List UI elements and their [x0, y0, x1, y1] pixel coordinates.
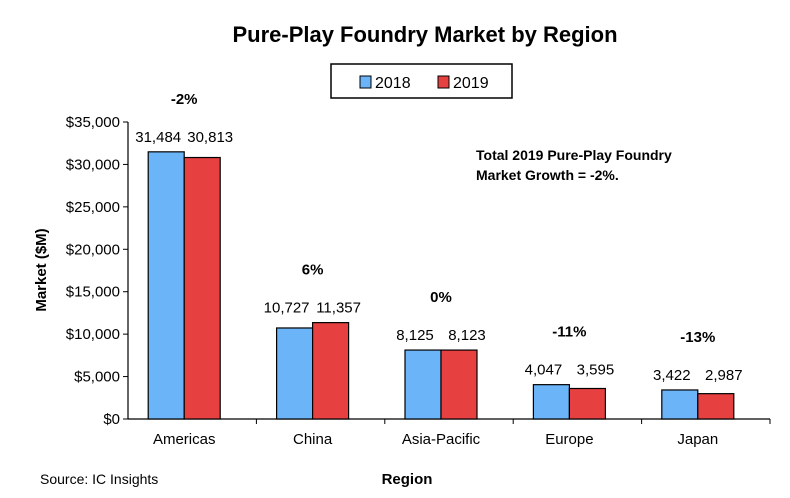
bar-2018-japan: [661, 389, 699, 420]
x-tick-label: China: [293, 431, 333, 448]
bar-2019-china: [312, 322, 350, 420]
y-tick-label: $15,000: [66, 284, 120, 301]
bar-2019-europe: [568, 387, 607, 420]
y-tick-label: $25,000: [66, 199, 120, 216]
data-label: 10,727: [264, 300, 310, 317]
bar-2018-china: [276, 327, 314, 420]
data-label: 8,123: [448, 327, 486, 344]
y-tick-label: $0: [103, 411, 120, 428]
bar-2019-japan: [697, 393, 735, 420]
bar-2018-asia-pacific: [404, 349, 442, 420]
annotation-line-2: Market Growth = -2%.: [476, 167, 619, 183]
chart-title: Pure-Play Foundry Market by Region: [232, 22, 617, 47]
x-axis-label: Region: [382, 471, 433, 488]
annotation-line-1: Total 2019 Pure-Play Foundry: [476, 147, 672, 163]
growth-label: 0%: [430, 289, 452, 306]
y-tick-label: $5,000: [74, 369, 120, 386]
legend-swatch-2018: [359, 75, 372, 89]
bar-2018-americas: [147, 151, 185, 420]
data-label: 3,422: [653, 367, 691, 384]
y-axis-label: Market ($M): [33, 228, 50, 311]
legend-label-2018: 2018: [375, 75, 411, 92]
x-tick-label: Japan: [677, 431, 718, 448]
data-label: 4,047: [525, 362, 563, 379]
legend-swatch-2019: [437, 75, 450, 89]
y-tick-label: $35,000: [66, 114, 120, 131]
data-label: 2,987: [705, 367, 743, 384]
data-label: 30,813: [187, 129, 233, 146]
y-tick-label: $30,000: [66, 156, 120, 173]
growth-label: -2%: [171, 91, 198, 108]
legend: 2018 2019: [330, 63, 513, 99]
data-label: 3,595: [577, 362, 615, 379]
growth-label: 6%: [302, 262, 324, 279]
bar-2019-asia-pacific: [440, 349, 478, 420]
legend-label-2019: 2019: [453, 75, 489, 92]
x-tick-label: Asia-Pacific: [402, 431, 481, 448]
y-tick-label: $20,000: [66, 241, 120, 258]
data-label: 8,125: [396, 327, 434, 344]
bar-2018-europe: [532, 384, 571, 420]
growth-label: -13%: [680, 329, 715, 346]
x-tick-label: Americas: [153, 431, 216, 448]
data-label: 31,484: [135, 129, 181, 146]
source-note: Source: IC Insights: [40, 471, 158, 487]
growth-label: -11%: [552, 324, 586, 341]
data-label: 11,357: [316, 300, 361, 317]
y-tick-label: $10,000: [66, 326, 120, 343]
x-tick-label: Europe: [545, 431, 593, 448]
bar-2019-americas: [183, 156, 221, 420]
